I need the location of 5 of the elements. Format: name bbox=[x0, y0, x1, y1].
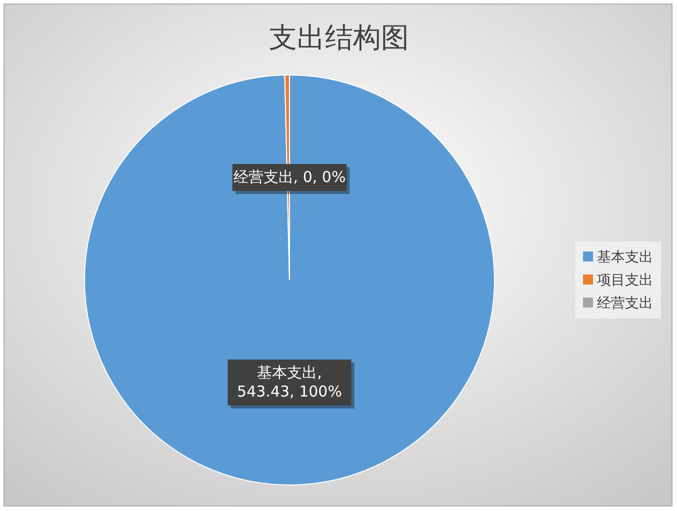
slice-label: 基本支出 bbox=[597, 250, 653, 266]
data-label: 基本支出, 543.43, 100% bbox=[237, 364, 342, 400]
chart-title: 支出结构图 bbox=[269, 21, 409, 54]
legend-label: 项目支出 bbox=[597, 272, 653, 288]
legend-label: 经营支出 bbox=[597, 296, 653, 312]
